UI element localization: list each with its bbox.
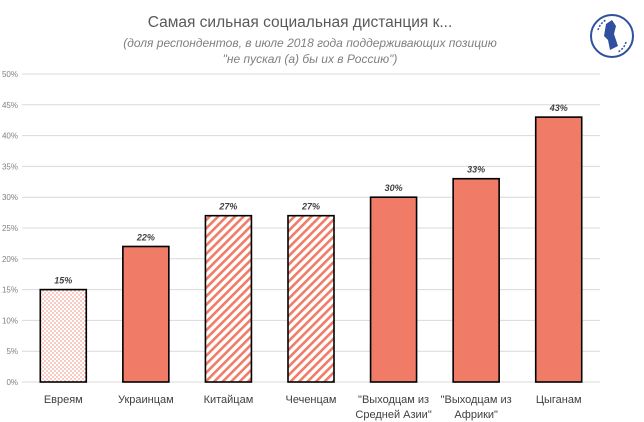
bar (534, 116, 583, 383)
y-tick-label: 20% (2, 255, 18, 264)
category-label: Китайцам (204, 394, 254, 406)
y-tick-label: 30% (2, 193, 18, 202)
category-label: Средней Азии" (355, 409, 431, 421)
levada-center-logo-icon (590, 14, 634, 58)
chart-title: Самая сильная социальная дистанция к... (147, 14, 453, 31)
y-tick-label: 5% (6, 347, 18, 356)
y-tick-label: 40% (2, 132, 18, 141)
y-tick-label: 10% (2, 316, 18, 325)
bars (39, 116, 583, 383)
chart-subtitle-line-1: (доля респондентов, в июле 2018 года под… (123, 36, 497, 50)
data-label: 30% (385, 183, 403, 193)
y-tick-label: 45% (2, 101, 18, 110)
y-tick-label: 35% (2, 162, 18, 171)
data-label: 27% (301, 202, 320, 212)
bar (122, 245, 170, 383)
category-label: "Выходцам из (441, 394, 512, 406)
y-tick-label: 15% (2, 286, 18, 295)
data-label: 43% (549, 103, 568, 113)
bar (39, 288, 88, 383)
y-tick-label: 0% (6, 378, 18, 387)
category-label: Украинцам (118, 394, 174, 406)
bar (452, 177, 500, 383)
bar (204, 214, 253, 383)
y-tick-label: 25% (2, 224, 18, 233)
x-axis: Евреям Украинцам Китайцам Чеченцам "Выходцам… (44, 394, 582, 421)
y-axis: 0% 5% 10% 15% 20% 25% 30% 35% 40% 45% 50% (2, 70, 18, 387)
chart-subtitle-line-2: "не пускал (а) бы их в Россию") (222, 52, 398, 66)
bar (369, 196, 418, 383)
data-label: 15% (54, 276, 72, 286)
y-tick-label: 50% (2, 70, 18, 79)
category-label: "Выходцам из (358, 394, 429, 406)
data-label: 22% (136, 232, 155, 242)
category-label: Чеченцам (286, 394, 337, 406)
data-labels: 15% 22% 27% 27% 30% 33% 43% (54, 103, 567, 285)
category-label: Евреям (44, 394, 83, 406)
category-label: Африки" (454, 409, 498, 421)
data-label: 33% (467, 165, 485, 175)
data-label: 27% (218, 202, 237, 212)
bar (287, 214, 335, 383)
category-label: Цыганам (536, 394, 582, 406)
